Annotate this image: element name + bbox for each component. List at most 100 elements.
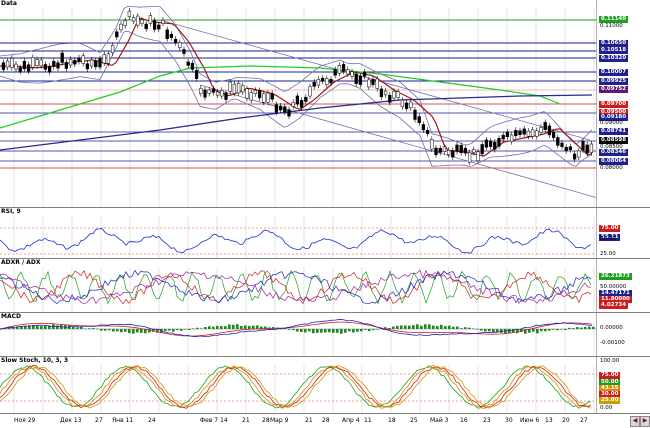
adx-chart[interactable] (0, 259, 597, 312)
candle (577, 150, 581, 158)
candle (211, 88, 216, 93)
rsi-pane[interactable]: RSI, 9 75.00 55.11 50.00 25.00 (0, 208, 650, 259)
candle (505, 131, 510, 138)
candle (152, 20, 157, 30)
macd-histogram-bar (316, 329, 319, 333)
time-axis-label: 14 (220, 417, 228, 424)
macd-histogram-bar (376, 329, 379, 330)
macd-histogram-bar (108, 329, 111, 331)
candle (316, 79, 321, 86)
adx-pane-title: ADXR / ADX (1, 259, 41, 266)
adx-axis[interactable]: 26.21873 50.00000 14.47171 11.80000 4.02734 (596, 259, 650, 312)
price-axis-label: 0.08346 (599, 149, 629, 156)
time-axis-label: 24 (148, 417, 156, 424)
macd-axis[interactable]: 0.00000 -0.00100 (596, 313, 650, 356)
candle (190, 62, 195, 70)
time-axis-label: Фев 7 (200, 417, 219, 424)
macd-histogram-bar (168, 329, 171, 331)
macd-histogram-bar (476, 329, 479, 330)
candle (291, 101, 295, 107)
macd-histogram-bar (248, 325, 251, 329)
candle (383, 90, 388, 96)
stoch-pane-title: Slow Stoch, 10, 3, 3 (1, 357, 69, 364)
macd-histogram-bar (544, 329, 547, 332)
macd-histogram-bar (280, 328, 283, 330)
candle (14, 63, 18, 70)
price-axis[interactable]: 0.11140 0.11000 0.10650 0.10518 0.10320 0.100… (596, 0, 650, 207)
candle (425, 130, 430, 134)
candle (396, 91, 400, 98)
adx-line (0, 269, 592, 305)
macd-histogram-bar (112, 329, 115, 332)
time-axis-label: 18 (388, 417, 396, 424)
macd-histogram-bar (428, 324, 431, 329)
macd-pane[interactable]: MACD 0.00000 -0.00100 (0, 313, 650, 357)
candle (169, 34, 174, 38)
candle (312, 82, 316, 87)
candle (186, 61, 190, 66)
candle (581, 141, 585, 151)
macd-histogram-bar (404, 325, 407, 329)
candle (39, 59, 43, 67)
macd-histogram-bar (196, 327, 199, 329)
rsi-chart[interactable] (0, 208, 597, 258)
macd-histogram-bar (92, 328, 95, 329)
macd-histogram-bar (72, 327, 75, 329)
time-axis-label: 21 (305, 417, 313, 424)
candle (404, 102, 409, 109)
stoch-line (0, 365, 592, 409)
price-pane[interactable]: Data 0.11140 0.11000 0.10650 0.10518 0.10320… (0, 0, 650, 208)
macd-histogram-bar (84, 328, 87, 330)
candle (354, 73, 358, 84)
candle (543, 122, 547, 130)
scroll-right-button[interactable]: ▶ (640, 416, 650, 427)
price-chart[interactable] (0, 0, 597, 207)
adx-axis-label: 14.47171 (599, 290, 632, 297)
scroll-left-button[interactable]: ◀ (630, 416, 640, 427)
candle (287, 109, 291, 117)
macd-chart[interactable] (0, 313, 597, 356)
adx-axis-label: 11.80000 (599, 296, 632, 303)
time-axis-label: 20 (562, 417, 570, 424)
macd-histogram-bar (156, 329, 159, 333)
candle (514, 130, 518, 136)
rsi-axis-label: 25.00 (600, 251, 616, 257)
candle (413, 109, 417, 120)
stoch-axis[interactable]: 100.00 75.00 50.00 43.15 30.00 25.00 0.00 (596, 357, 650, 413)
candle (430, 139, 434, 150)
macd-histogram-bar (336, 329, 339, 333)
macd-histogram-bar (588, 326, 591, 329)
candle (266, 92, 270, 103)
macd-histogram-bar (312, 329, 315, 334)
candle (26, 64, 31, 72)
rsi-axis[interactable]: 75.00 55.11 50.00 25.00 (596, 208, 650, 258)
time-axis[interactable]: ◀ ▶ Ноя 29 Дек 13 27 Янв 11 24 Фев 7 14 21 28 Мар… (0, 413, 650, 428)
stoch-pane[interactable]: Slow Stoch, 10, 3, 3 100.00 75.00 50.00 43.… (0, 357, 650, 413)
macd-histogram-bar (12, 327, 15, 329)
macd-histogram-bar (576, 327, 579, 329)
macd-histogram-bar (44, 325, 47, 329)
macd-histogram-bar (572, 328, 575, 329)
macd-histogram-bar (296, 329, 299, 332)
macd-histogram-bar (492, 329, 495, 333)
candle (123, 20, 127, 26)
macd-histogram-bar (116, 329, 119, 332)
candle (115, 31, 119, 38)
candle (333, 69, 337, 76)
candle (274, 104, 279, 113)
time-axis-label: Дек 13 (60, 417, 82, 424)
macd-histogram-bar (356, 329, 359, 332)
candle (68, 58, 73, 66)
macd-histogram-bar (96, 328, 99, 330)
macd-histogram-bar (184, 329, 187, 330)
macd-histogram-bar (284, 328, 287, 330)
time-axis-label: 27 (95, 417, 103, 424)
time-axis-label: Мар 9 (270, 417, 289, 424)
adx-pane[interactable]: ADXR / ADX 26.21873 50.00000 14.47171 11.80… (0, 259, 650, 313)
stoch-chart[interactable] (0, 357, 597, 413)
candle (106, 53, 111, 64)
candle (362, 71, 367, 77)
macd-histogram-bar (344, 329, 347, 333)
macd-histogram-bar (4, 328, 7, 329)
candle (220, 90, 224, 97)
